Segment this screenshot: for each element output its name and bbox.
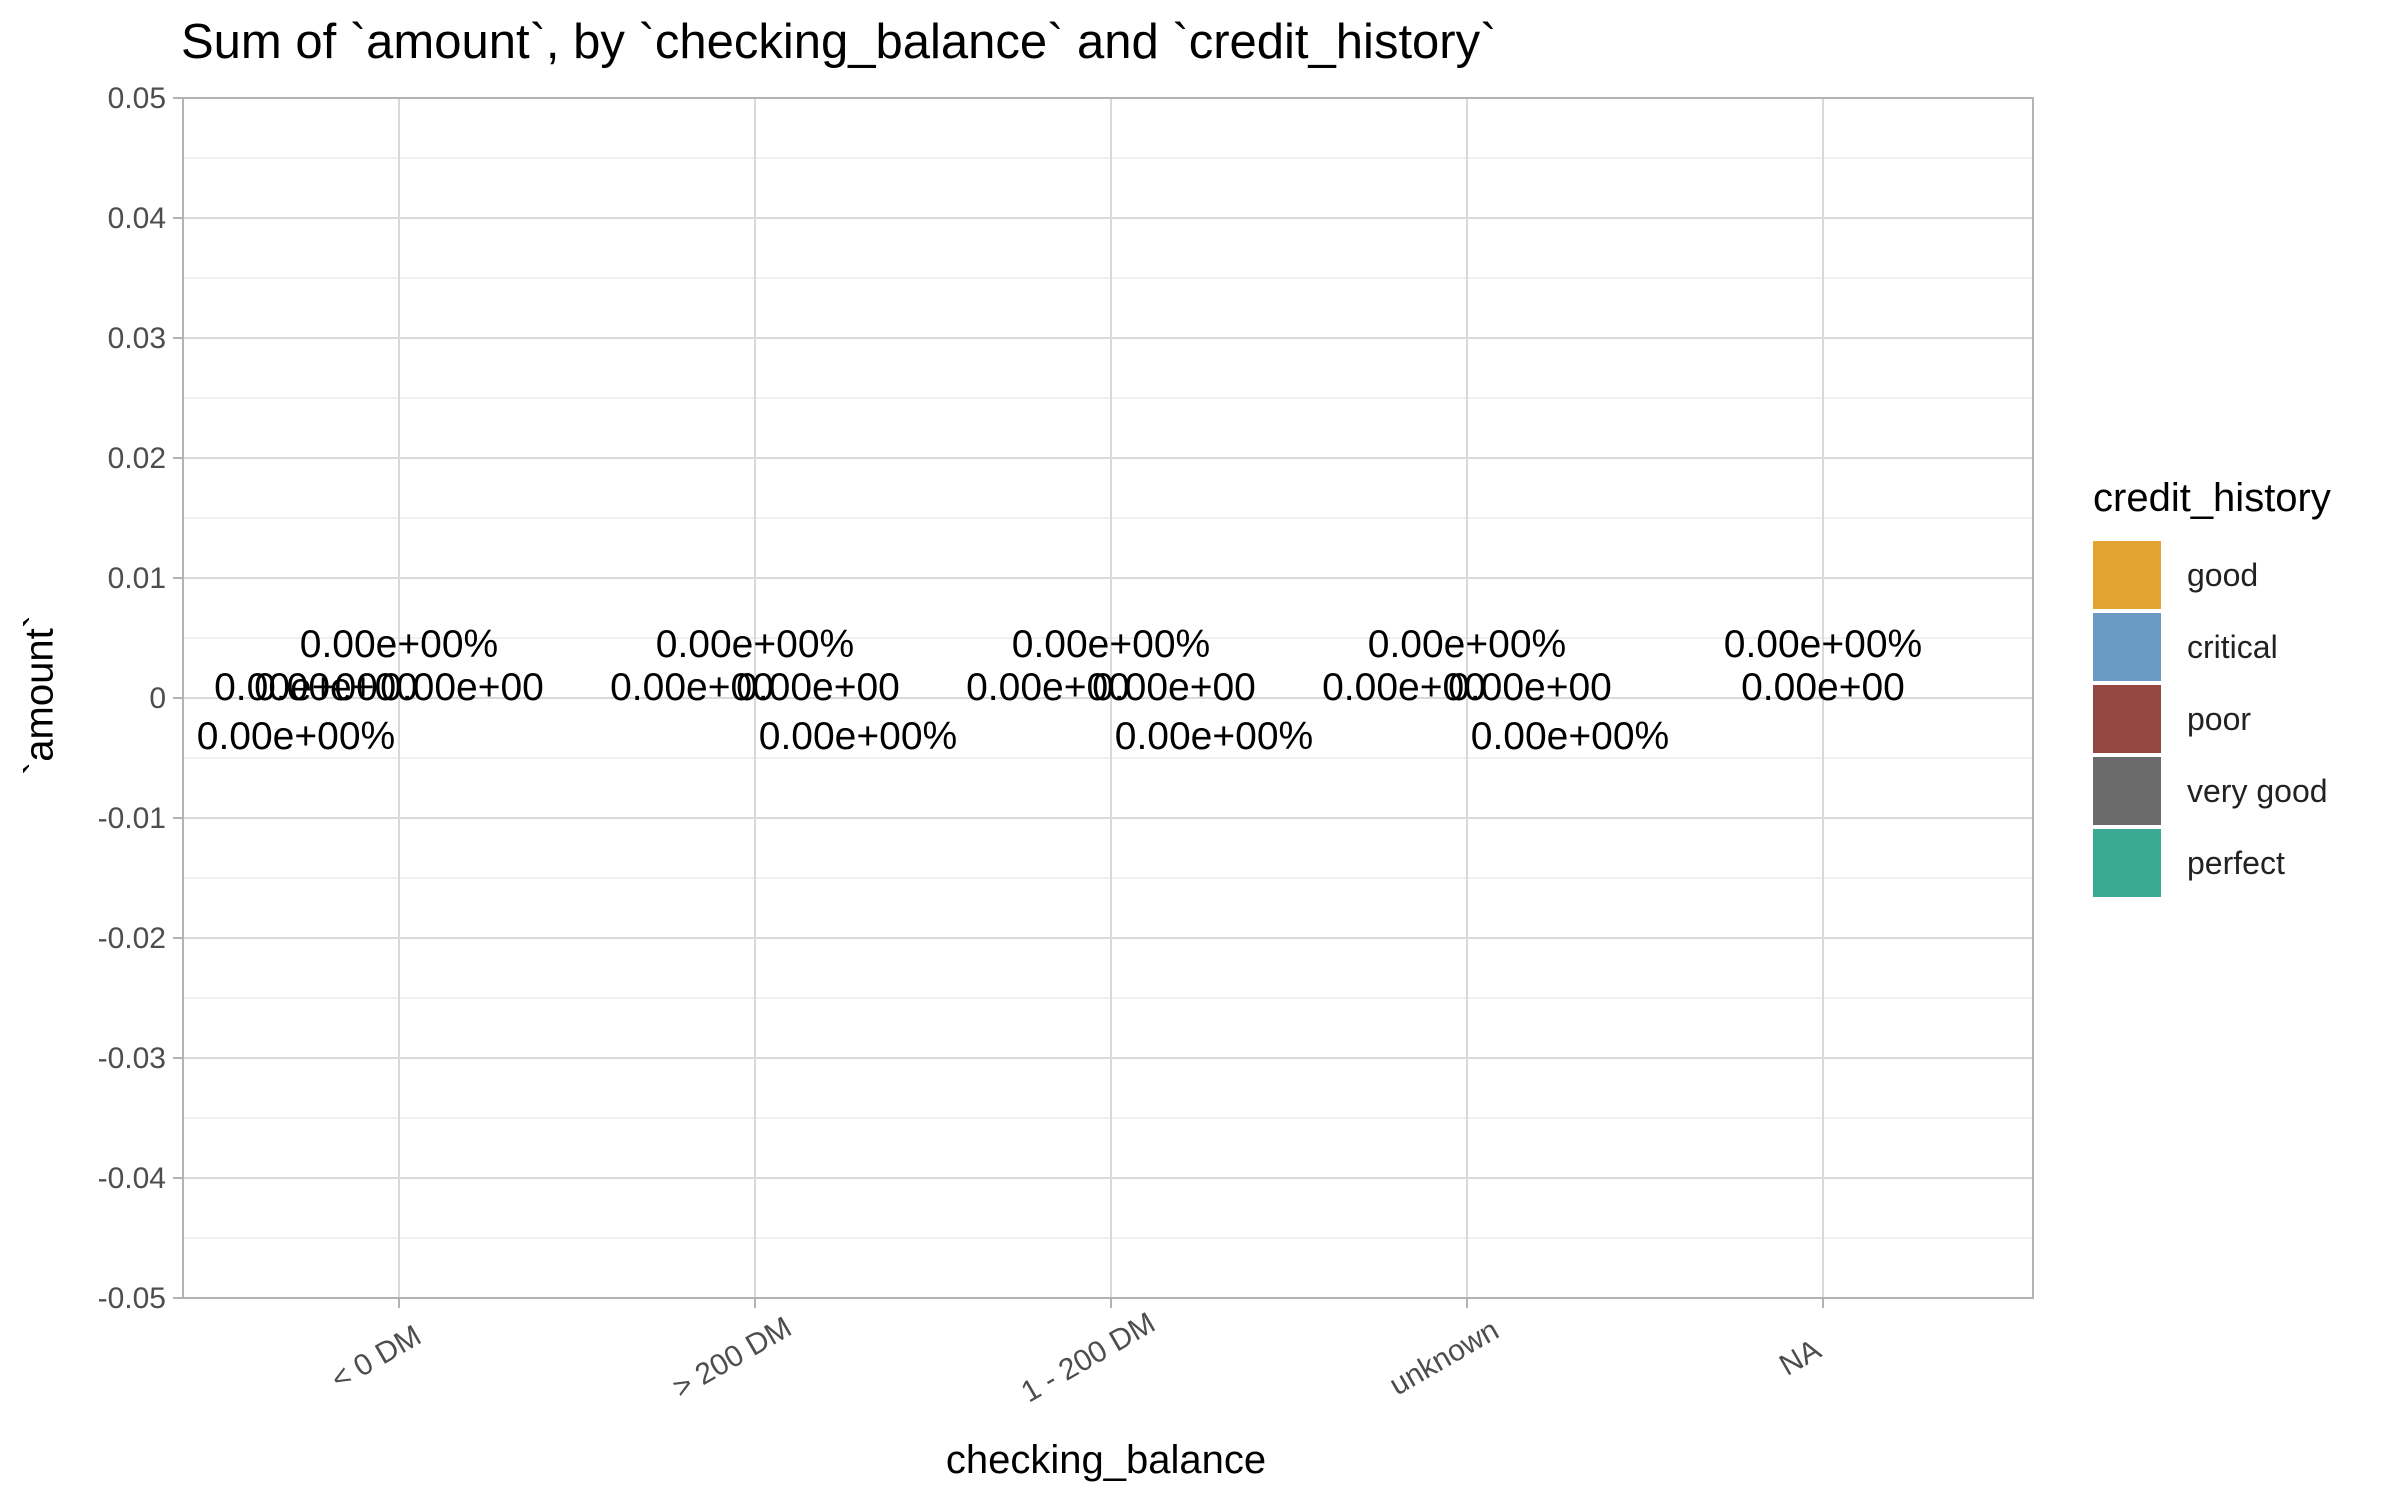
data-label: 0.00e+00 bbox=[1448, 666, 1612, 709]
data-label: 0.00e+00% bbox=[759, 715, 957, 758]
data-label: 0.00e+00 bbox=[736, 666, 900, 709]
legend-label: critical bbox=[2187, 628, 2278, 665]
data-labels: 0.00e+00%0.00e+000.00e+000.00e+000.00e+0… bbox=[197, 623, 1922, 758]
legend-label: very good bbox=[2187, 772, 2328, 809]
x-axis-ticks: < 0 DM > 200 DM 1 - 200 DM unknown NA bbox=[326, 1298, 1827, 1409]
data-label: 0.00e+00 bbox=[1322, 666, 1486, 709]
legend-swatch bbox=[2093, 757, 2161, 825]
chart-title: Sum of `amount`, by `checking_balance` a… bbox=[181, 15, 1497, 69]
x-axis-title: checking_balance bbox=[945, 1438, 1267, 1482]
y-tick-label: 0.05 bbox=[108, 82, 166, 115]
y-axis-ticks: 0.05 0.04 0.03 0.02 0.01 0 -0.01 -0.02 -0.03 -0.0… bbox=[98, 82, 183, 1315]
data-label: 0.00e+00 bbox=[380, 666, 544, 709]
x-tick-label: < 0 DM bbox=[326, 1319, 427, 1396]
data-label: 0.00e+00% bbox=[1368, 623, 1566, 666]
data-label: 0.00e+00 bbox=[254, 666, 418, 709]
legend-item: perfect bbox=[2093, 827, 2331, 899]
data-label: 0.00e+00 bbox=[966, 666, 1130, 709]
data-label: 0.00e+00 bbox=[214, 666, 378, 709]
y-tick-label: -0.02 bbox=[98, 922, 166, 955]
x-tick-label: 1 - 200 DM bbox=[1016, 1306, 1161, 1409]
y-tick-label: -0.03 bbox=[98, 1042, 166, 1075]
plot-border bbox=[182, 97, 2034, 1299]
x-tick-label: NA bbox=[1774, 1333, 1827, 1382]
y-tick-label: 0.02 bbox=[108, 442, 166, 475]
x-tick-label: > 200 DM bbox=[667, 1311, 797, 1405]
legend-label: poor bbox=[2187, 700, 2252, 737]
y-tick-label: -0.01 bbox=[98, 802, 166, 835]
legend-swatch bbox=[2093, 541, 2161, 609]
data-label: 0.00e+00% bbox=[656, 623, 854, 666]
y-tick-label: 0.04 bbox=[108, 202, 166, 235]
legend-swatch bbox=[2093, 829, 2161, 897]
y-tick-label: -0.05 bbox=[98, 1282, 166, 1315]
data-label: 0.00e+00% bbox=[1471, 715, 1669, 758]
y-tick-label: 0 bbox=[149, 682, 166, 715]
y-tick-label: -0.04 bbox=[98, 1162, 166, 1195]
data-label: 0.00e+00% bbox=[1115, 715, 1313, 758]
data-label: 0.00e+00% bbox=[197, 715, 395, 758]
y-axis-title: `amount` bbox=[17, 614, 62, 776]
legend-title: credit_history bbox=[2093, 476, 2331, 520]
legend-item: critical bbox=[2093, 611, 2331, 683]
legend-item: poor bbox=[2093, 683, 2331, 755]
data-label: 0.00e+00 bbox=[610, 666, 774, 709]
data-label: 0.00e+00% bbox=[1012, 623, 1210, 666]
y-tick-label: 0.01 bbox=[108, 562, 166, 595]
data-label: 0.00e+00 bbox=[1092, 666, 1256, 709]
legend: credit_history good critical poor very good… bbox=[2093, 476, 2331, 899]
legend-label: perfect bbox=[2187, 844, 2285, 881]
legend-item: very good bbox=[2093, 755, 2331, 827]
data-label: 0.00e+00% bbox=[1724, 623, 1922, 666]
data-label: 0.00e+00% bbox=[300, 623, 498, 666]
legend-item: good bbox=[2093, 539, 2331, 611]
legend-label: good bbox=[2187, 556, 2259, 593]
y-tick-label: 0.03 bbox=[108, 322, 166, 355]
data-label: 0.00e+00 bbox=[1741, 666, 1905, 709]
x-tick-label: unknown bbox=[1384, 1313, 1505, 1402]
legend-items: good critical poor very good perfect bbox=[2093, 539, 2331, 899]
legend-swatch bbox=[2093, 613, 2161, 681]
legend-swatch bbox=[2093, 685, 2161, 753]
